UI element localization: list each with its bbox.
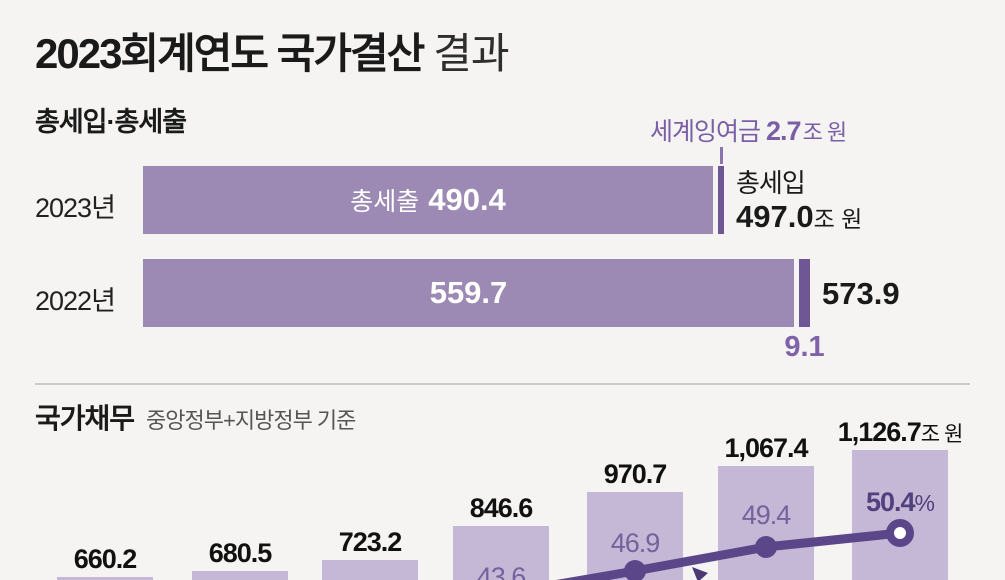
debt-ratio-label: 49.4	[741, 500, 792, 530]
debt-bar-value: 680.5	[208, 538, 273, 568]
debt-bar-value: 970.7	[603, 459, 668, 489]
year-label-2022: 2022년	[35, 286, 116, 316]
debt-bar-value: 846.6	[469, 493, 534, 523]
section-divider	[35, 383, 970, 385]
debt-bar-value: 723.2	[338, 527, 403, 557]
debt-section-heading: 국가채무 중앙정부+지방정부 기준	[35, 397, 356, 437]
debt-bar-value-number: 1,126.7	[837, 417, 922, 447]
debt-section-title: 국가채무	[35, 403, 135, 434]
surplus-annotation: 세계잉여금 2.7조 원	[650, 112, 848, 148]
debt-section-subnote: 중앙정부+지방정부 기준	[146, 408, 356, 433]
revenue-total-2023-value: 497.0	[736, 199, 814, 235]
year-label-2023: 2023년	[35, 193, 116, 223]
debt-bar	[57, 577, 153, 580]
revenue-total-2023-unit: 조 원	[813, 206, 863, 233]
debt-ratio-label: 43.6	[476, 562, 527, 580]
debt-bar-value: 1,067.4	[724, 433, 808, 463]
surplus-sliver-2022	[799, 259, 810, 327]
revenue-total-2022: 573.9	[822, 276, 900, 311]
debt-ratio-value: 50.4	[865, 487, 916, 517]
expenditure-bar-2023: 총세출 490.4	[143, 166, 713, 234]
page-title-main: 2023회계연도 국가결산	[35, 30, 425, 77]
debt-bar	[322, 560, 418, 580]
debt-bar-value: 660.2	[73, 544, 138, 574]
surplus-pointer-line	[720, 147, 723, 164]
debt-bar-value-unit: 조 원	[920, 423, 963, 446]
surplus-annotation-unit: 조 원	[802, 120, 848, 145]
revenue-total-2023: 총세입 497.0조 원	[736, 168, 863, 235]
debt-ratio-percent-sign: %	[914, 490, 935, 516]
surplus-annotation-value: 2.7	[766, 116, 802, 146]
debt-ratio-label: 50.4%	[840, 487, 960, 518]
debt-ratio-label: 46.9	[610, 528, 661, 558]
page-title: 2023회계연도 국가결산 결과	[35, 20, 510, 81]
debt-bar-value: 1,126.7조 원	[815, 417, 985, 448]
revenue-section-heading: 총세입·총세출	[35, 107, 187, 137]
debt-bar	[192, 571, 288, 580]
debt-bar	[453, 526, 549, 580]
page-title-sub: 결과	[433, 30, 509, 77]
expenditure-bar-2022: 559.7	[143, 259, 794, 327]
surplus-annotation-label: 세계잉여금	[650, 118, 761, 146]
annotation-arrowhead	[692, 567, 708, 580]
expenditure-bar-2023-value: 490.4	[428, 182, 506, 217]
revenue-total-2023-title: 총세입	[736, 168, 806, 198]
expenditure-bar-2023-prefix: 총세출	[350, 188, 420, 216]
surplus-value-2022: 9.1	[784, 331, 825, 363]
surplus-sliver-2023	[718, 166, 724, 234]
expenditure-bar-2022-value: 559.7	[429, 275, 508, 310]
